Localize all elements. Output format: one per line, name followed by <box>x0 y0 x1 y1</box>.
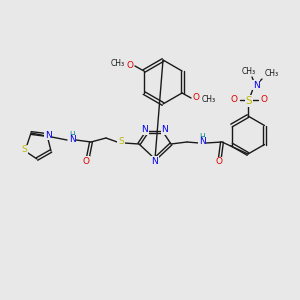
Text: N: N <box>45 130 51 140</box>
Text: H: H <box>69 130 75 140</box>
Text: CH₃: CH₃ <box>202 95 216 104</box>
Text: O: O <box>260 94 268 103</box>
Text: CH₃: CH₃ <box>242 67 256 76</box>
Text: N: N <box>162 125 168 134</box>
Text: S: S <box>246 96 252 106</box>
Text: N: N <box>199 137 206 146</box>
Text: O: O <box>193 94 200 103</box>
Text: O: O <box>82 157 89 166</box>
Text: N: N <box>142 125 148 134</box>
Text: H: H <box>199 133 205 142</box>
Text: O: O <box>126 61 134 70</box>
Text: CH₃: CH₃ <box>111 59 125 68</box>
Text: S: S <box>21 146 27 154</box>
Text: CH₃: CH₃ <box>265 70 279 79</box>
Text: O: O <box>215 158 223 166</box>
Text: N: N <box>69 136 75 145</box>
Text: N: N <box>152 157 158 166</box>
Text: N: N <box>253 80 260 89</box>
Text: O: O <box>230 94 238 103</box>
Text: S: S <box>118 137 124 146</box>
